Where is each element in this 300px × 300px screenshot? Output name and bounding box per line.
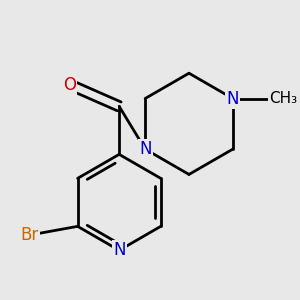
Text: N: N bbox=[226, 89, 239, 107]
Text: CH₃: CH₃ bbox=[269, 91, 298, 106]
Text: N: N bbox=[113, 241, 125, 259]
Text: O: O bbox=[63, 76, 76, 94]
Text: Br: Br bbox=[20, 226, 39, 244]
Text: N: N bbox=[139, 140, 152, 158]
